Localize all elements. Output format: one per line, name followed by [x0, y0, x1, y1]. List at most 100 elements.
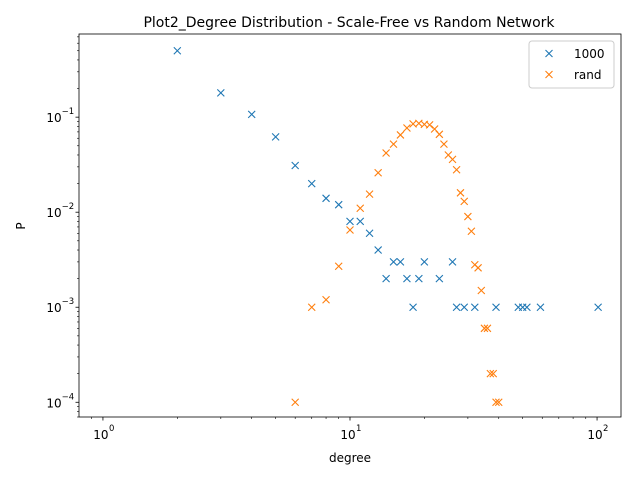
data-point-rand [346, 226, 354, 234]
legend-marker-x-1000-stroke-b [545, 49, 553, 58]
data-point-1000-stroke-b [536, 303, 545, 312]
data-point-rand-stroke-b [382, 149, 390, 157]
data-point-rand [474, 263, 482, 272]
data-point-1000 [414, 274, 423, 283]
data-point-1000-stroke-b [291, 161, 300, 170]
x-tick-label: 10 [93, 428, 108, 442]
data-point-1000-stroke-b [374, 246, 383, 254]
data-point-1000 [356, 217, 365, 226]
data-point-rand-stroke-b [467, 227, 476, 236]
data-point-rand-stroke-b [374, 168, 383, 177]
legend-marker-x-rand-stroke-b [545, 70, 553, 79]
data-point-1000-stroke-b [334, 200, 343, 209]
data-point-rand [492, 398, 500, 407]
y-tick-exponent: −2 [62, 202, 75, 212]
x-tick-label: 10 [340, 428, 355, 442]
data-point-1000-stroke-b [470, 303, 479, 312]
data-point-1000 [396, 258, 405, 266]
data-point-1000 [460, 303, 469, 312]
data-point-1000-stroke-b [396, 258, 405, 266]
data-point-rand-stroke-b [463, 212, 472, 221]
y-tick-exponent: −1 [62, 107, 75, 117]
data-point-1000-stroke-b [414, 274, 423, 283]
y-tick-exponent: −4 [62, 392, 75, 402]
data-point-rand [382, 149, 390, 157]
data-point-rand [460, 197, 469, 206]
data-point-1000 [374, 246, 383, 254]
data-point-rand-stroke-b [322, 295, 330, 304]
data-point-1000-stroke-b [403, 274, 411, 283]
chart-title: Plot2_Degree Distribution - Scale-Free v… [143, 15, 555, 31]
data-point-1000 [382, 274, 390, 283]
legend: 1000 rand [528, 40, 615, 89]
data-point-rand [448, 155, 457, 164]
data-point-1000-stroke-b [523, 303, 531, 312]
y-tick-exponent: −3 [62, 297, 75, 307]
data-point-rand-stroke-b [356, 204, 365, 213]
data-point-rand [467, 227, 476, 236]
data-point-rand [489, 369, 498, 378]
legend-label-1000: 1000 [574, 47, 605, 61]
y-tick-label: 10 [46, 111, 61, 125]
x-axis-label: degree [329, 451, 371, 465]
data-point-1000 [334, 200, 343, 209]
legend-marker-rand [545, 70, 553, 79]
data-point-1000-stroke-b [382, 274, 390, 283]
y-tick-label: 10 [46, 206, 61, 220]
data-point-rand-stroke-b [480, 324, 489, 333]
data-point-1000 [448, 258, 457, 266]
data-point-rand-stroke-b [389, 140, 398, 149]
axis-ticks: 10 0 10 1 10 210 −410 −310 −210 −1 [46, 36, 608, 442]
data-point-rand [477, 286, 486, 295]
data-point-1000-stroke-b [492, 303, 500, 312]
x-tick-exponent: 0 [109, 424, 114, 434]
data-point-1000 [594, 303, 603, 312]
data-point-rand-stroke-b [486, 369, 495, 378]
data-point-rand-stroke-b [444, 151, 453, 159]
data-point-rand-stroke-b [403, 124, 411, 132]
data-point-1000 [247, 110, 256, 119]
data-point-1000 [420, 258, 429, 266]
data-point-1000-stroke-b [247, 110, 256, 119]
data-point-1000 [346, 217, 354, 226]
data-point-1000 [409, 303, 417, 312]
data-point-1000-stroke-b [420, 258, 429, 266]
data-point-rand-stroke-b [456, 188, 465, 197]
data-point-1000-stroke-b [460, 303, 469, 312]
data-point-1000 [271, 133, 280, 141]
data-point-rand-stroke-b [425, 120, 434, 129]
data-point-1000 [536, 303, 545, 312]
data-point-rand [403, 124, 411, 132]
data-point-1000 [452, 303, 461, 312]
data-point-1000-stroke-b [435, 274, 444, 283]
y-tick-label: 10 [46, 396, 61, 410]
data-point-rand [334, 262, 343, 271]
data-point-rand [374, 168, 383, 177]
data-point-rand [396, 131, 405, 139]
data-point-rand-stroke-b [489, 369, 498, 378]
data-point-1000 [216, 89, 225, 97]
data-point-rand [452, 165, 461, 174]
data-point-1000 [307, 179, 316, 188]
data-point-rand [440, 140, 448, 149]
data-point-1000 [291, 161, 300, 170]
data-point-1000 [365, 229, 374, 238]
data-point-rand-stroke-b [435, 130, 444, 139]
data-point-rand-stroke-b [307, 303, 316, 312]
data-point-rand-stroke-b [448, 155, 457, 164]
data-point-rand-stroke-b [396, 131, 405, 139]
data-point-rand-stroke-b [334, 262, 343, 271]
data-point-rand [435, 130, 444, 139]
legend-marker-x-1000 [545, 49, 553, 58]
data-point-rand [486, 369, 495, 378]
data-point-rand-stroke-b [430, 125, 439, 133]
legend-label-rand: rand [574, 68, 602, 82]
data-point-1000-stroke-b [307, 179, 316, 188]
legend-marker-x-rand [545, 70, 553, 79]
data-point-rand-stroke-b [452, 165, 461, 174]
data-point-rand-stroke-b [346, 226, 354, 234]
data-point-rand [322, 295, 330, 304]
data-point-rand [456, 188, 465, 197]
data-point-1000 [322, 194, 330, 203]
